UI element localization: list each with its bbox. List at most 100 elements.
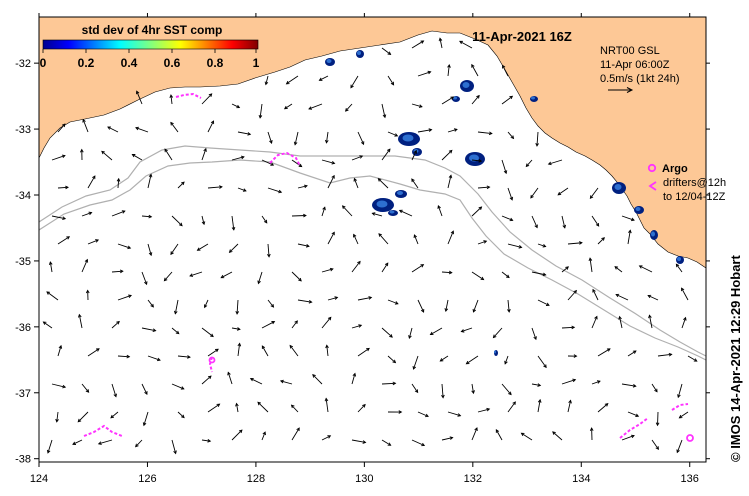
current-vector-head — [88, 211, 93, 216]
sst-patch-core — [462, 82, 470, 88]
current-vector — [417, 299, 425, 313]
current-vector — [501, 159, 507, 174]
current-vector-head — [392, 381, 397, 386]
current-vector — [471, 206, 482, 217]
current-vector-head — [65, 185, 69, 190]
current-vector — [110, 411, 119, 419]
current-vector-head — [510, 135, 515, 140]
plot-frame — [38, 16, 707, 463]
current-vector-head — [46, 449, 51, 454]
current-vector — [597, 403, 609, 413]
current-vector — [231, 103, 240, 108]
current-vector — [507, 401, 516, 413]
current-vector-head — [594, 315, 598, 320]
current-vector — [548, 159, 563, 165]
x-tick-label: 126 — [138, 473, 156, 485]
current-vector-head — [378, 233, 382, 237]
current-vector — [639, 265, 653, 273]
current-vector-head — [508, 391, 512, 396]
current-vector — [381, 327, 393, 338]
current-vector — [473, 299, 479, 313]
current-vector — [72, 439, 83, 445]
current-vector-head — [72, 441, 76, 445]
current-vector — [561, 326, 575, 329]
current-vector — [147, 174, 152, 189]
current-vector — [147, 243, 152, 256]
current-vector-head — [505, 274, 510, 279]
current-vector-head — [543, 364, 547, 369]
current-vector — [441, 437, 453, 441]
current-vector-head — [542, 272, 547, 277]
current-vector-head — [61, 123, 66, 128]
current-vector — [170, 243, 179, 255]
current-vector-head — [92, 175, 96, 180]
current-vector-head — [480, 276, 485, 281]
current-vector-head — [95, 239, 100, 243]
current-vector — [466, 355, 479, 365]
current-vector — [471, 159, 482, 162]
current-vector-head — [220, 274, 225, 279]
current-vector-head — [61, 154, 66, 159]
current-vector — [381, 439, 391, 446]
drifter-track — [83, 424, 123, 437]
current-vector — [681, 287, 689, 301]
argo-drifter-tracks — [83, 92, 694, 442]
current-vector — [501, 215, 513, 221]
current-vector-head — [85, 389, 90, 393]
current-vector — [297, 185, 308, 189]
current-vector — [147, 299, 154, 308]
current-vector — [174, 299, 179, 314]
current-vector-head — [142, 422, 147, 427]
current-vector — [267, 243, 270, 257]
current-vector-head — [231, 226, 236, 231]
sst-patch-core — [531, 96, 535, 100]
current-vector — [81, 259, 88, 273]
current-vector — [353, 234, 359, 245]
current-vector — [677, 383, 683, 398]
current-vector-head — [135, 443, 139, 448]
current-vector — [591, 316, 598, 329]
current-vector — [82, 119, 89, 133]
current-vector — [561, 266, 569, 273]
current-vector-head — [324, 397, 329, 402]
current-vector-head — [156, 357, 161, 362]
current-vector-head — [85, 289, 90, 294]
current-vector-head — [62, 384, 67, 389]
current-vector-head — [392, 359, 397, 364]
current-vector-head — [654, 388, 658, 393]
current-vector-head — [503, 170, 508, 175]
current-vector — [561, 215, 566, 228]
current-vector — [649, 315, 653, 329]
current-vector — [57, 236, 70, 245]
current-vector-head — [420, 264, 425, 268]
current-vector-head — [447, 63, 451, 68]
current-vector — [87, 175, 96, 189]
current-vector — [679, 411, 689, 419]
current-vector-head — [676, 449, 680, 454]
current-vector-head — [457, 413, 462, 417]
current-vector — [171, 215, 183, 226]
current-vector — [201, 215, 205, 225]
current-vector-head — [48, 261, 53, 266]
current-vector-head — [187, 355, 191, 359]
current-vector — [87, 239, 99, 245]
current-vector — [417, 129, 432, 133]
current-vector-head — [371, 212, 376, 216]
current-vector-head — [647, 294, 652, 299]
current-vector — [312, 374, 323, 385]
current-vector-head — [331, 174, 335, 179]
current-vector — [411, 103, 423, 108]
current-vector-head — [269, 140, 273, 144]
current-vector — [46, 291, 59, 301]
current-vector-head — [474, 427, 478, 431]
current-vector — [321, 317, 332, 329]
current-vector — [387, 299, 399, 305]
current-vector-head — [58, 344, 63, 349]
current-vector-head — [279, 379, 284, 384]
current-vector — [117, 178, 120, 189]
shelf-contour-inner — [39, 159, 706, 361]
current-vector-head — [359, 155, 364, 159]
current-vector-head — [327, 435, 332, 439]
current-vector — [441, 96, 454, 105]
current-vector — [537, 399, 541, 413]
